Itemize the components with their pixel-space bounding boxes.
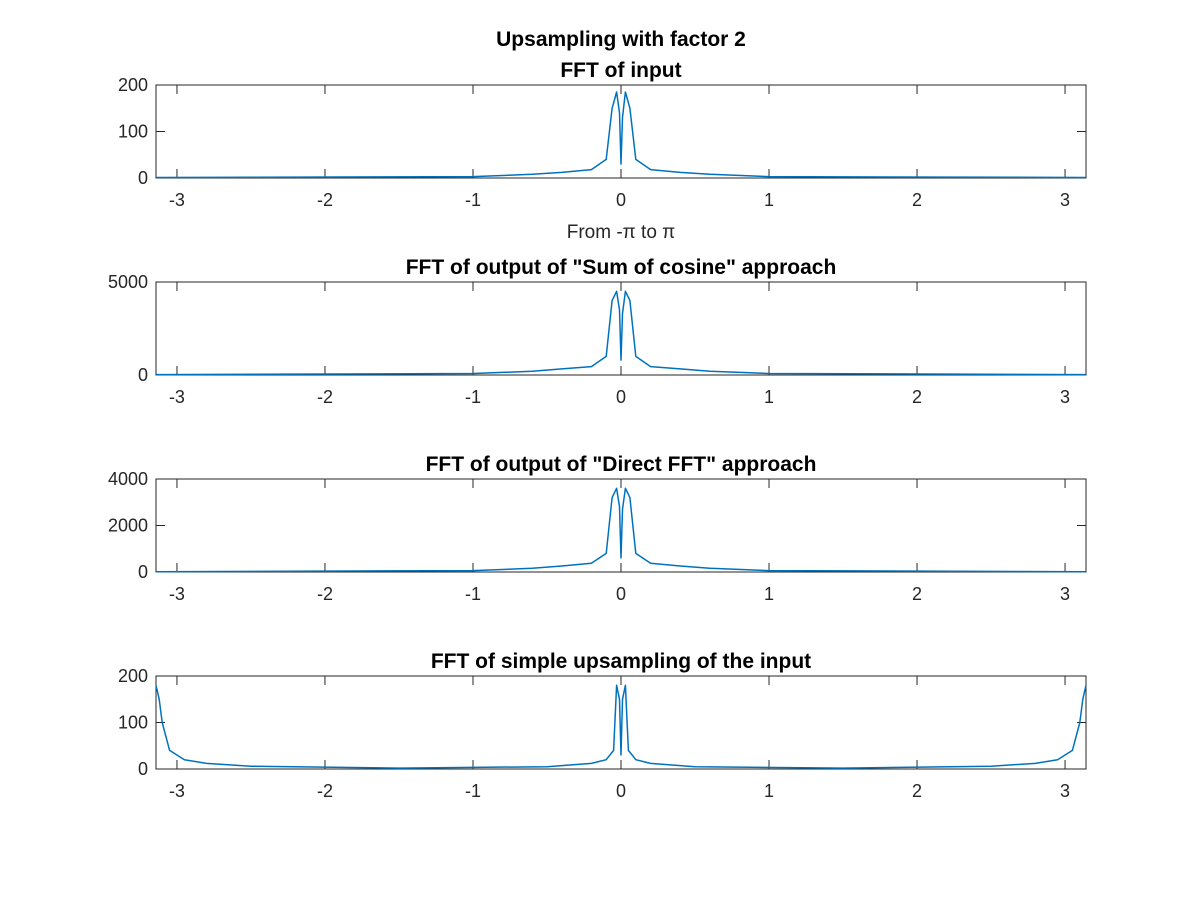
subplot-3: -3 -2 -1 0 1 2 3 0 2000 4000 FFT of output of "Dir…: [108, 453, 1087, 604]
x-tick-label-3: 3: [1060, 584, 1070, 604]
y-tick-label-0: 0: [138, 562, 148, 582]
subplot-title: FFT of output of "Sum of cosine" approac…: [406, 256, 837, 279]
x-tick-label-1: -1: [465, 584, 481, 604]
x-tick-label-3: -3: [169, 387, 185, 407]
y-tick-label-100: 100: [118, 713, 148, 733]
figure-title: Upsampling with factor 2: [496, 28, 746, 51]
x-tick-label-3: -3: [169, 584, 185, 604]
subplot-2: -3 -2 -1 0 1 2 3 0 5000 FFT of output of "Sum of …: [108, 256, 1087, 407]
y-tick-label-200: 200: [118, 75, 148, 95]
subplot-title: FFT of simple upsampling of the input: [431, 650, 811, 673]
x-tick-label-1: -1: [465, 387, 481, 407]
subplot-title: FFT of output of "Direct FFT" approach: [426, 453, 817, 476]
x-tick-label-1: 1: [764, 387, 774, 407]
x-tick-label-2: -2: [317, 584, 333, 604]
y-tick-label-4000: 4000: [108, 469, 148, 489]
x-tick-label-3: -3: [169, 190, 185, 210]
subplot-4: -3 -2 -1 0 1 2 3 0 100 200 FFT of simple upsamplin…: [118, 650, 1087, 801]
x-tick-label-2: -2: [317, 190, 333, 210]
x-tick-label-2: 2: [912, 387, 922, 407]
x-tick-label-0: 0: [616, 781, 626, 801]
x-tick-label-1: -1: [465, 781, 481, 801]
y-tick-label-2000: 2000: [108, 516, 148, 536]
x-tick-label-1: 1: [764, 781, 774, 801]
x-tick-label-2: 2: [912, 190, 922, 210]
x-tick-label-2: -2: [317, 781, 333, 801]
x-tick-label-3: -3: [169, 781, 185, 801]
x-tick-label-0: 0: [616, 584, 626, 604]
series-line-1: [156, 91, 1086, 179]
subplot-title: FFT of input: [560, 59, 681, 82]
x-tick-label-3: 3: [1060, 781, 1070, 801]
y-tick-label-0: 0: [138, 365, 148, 385]
y-tick-label-200: 200: [118, 666, 148, 686]
x-tick-label-1: 1: [764, 584, 774, 604]
subplot-1: -3 -2 -1 0 1 2 3 0 100 200 FFT of input From -π to …: [118, 59, 1087, 243]
y-tick-label-5000: 5000: [108, 272, 148, 292]
x-tick-label-1: 1: [764, 190, 774, 210]
series-line-1: [156, 487, 1086, 573]
x-tick-label-1: -1: [465, 190, 481, 210]
x-tick-label-2: 2: [912, 781, 922, 801]
x-axis-label: From -π to π: [567, 222, 676, 243]
series-line-1: [155, 684, 1087, 769]
x-tick-label-2: -2: [317, 387, 333, 407]
y-tick-label-100: 100: [118, 122, 148, 142]
x-tick-label-0: 0: [616, 387, 626, 407]
x-tick-label-3: 3: [1060, 190, 1070, 210]
x-tick-label-3: 3: [1060, 387, 1070, 407]
series-line-1: [156, 290, 1086, 376]
y-tick-label-0: 0: [138, 168, 148, 188]
x-tick-label-0: 0: [616, 190, 626, 210]
y-tick-label-0: 0: [138, 759, 148, 779]
x-tick-label-2: 2: [912, 584, 922, 604]
